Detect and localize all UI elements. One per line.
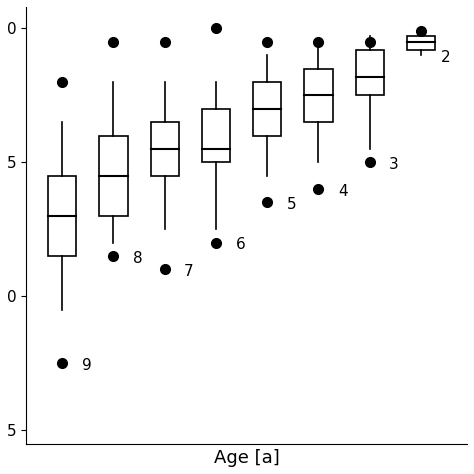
FancyBboxPatch shape [253,82,281,136]
FancyBboxPatch shape [202,109,230,162]
FancyBboxPatch shape [304,69,333,122]
Text: 6: 6 [236,237,245,252]
X-axis label: Age [a]: Age [a] [214,449,280,467]
Text: 3: 3 [389,157,399,172]
Text: 2: 2 [440,50,450,65]
FancyBboxPatch shape [407,36,435,50]
Text: 8: 8 [133,251,143,265]
Text: 5: 5 [287,197,296,212]
Text: 9: 9 [82,358,91,373]
FancyBboxPatch shape [151,122,179,176]
FancyBboxPatch shape [100,136,128,216]
FancyBboxPatch shape [48,176,76,256]
Text: 4: 4 [338,184,347,199]
FancyBboxPatch shape [356,50,384,95]
Text: 7: 7 [184,264,194,279]
